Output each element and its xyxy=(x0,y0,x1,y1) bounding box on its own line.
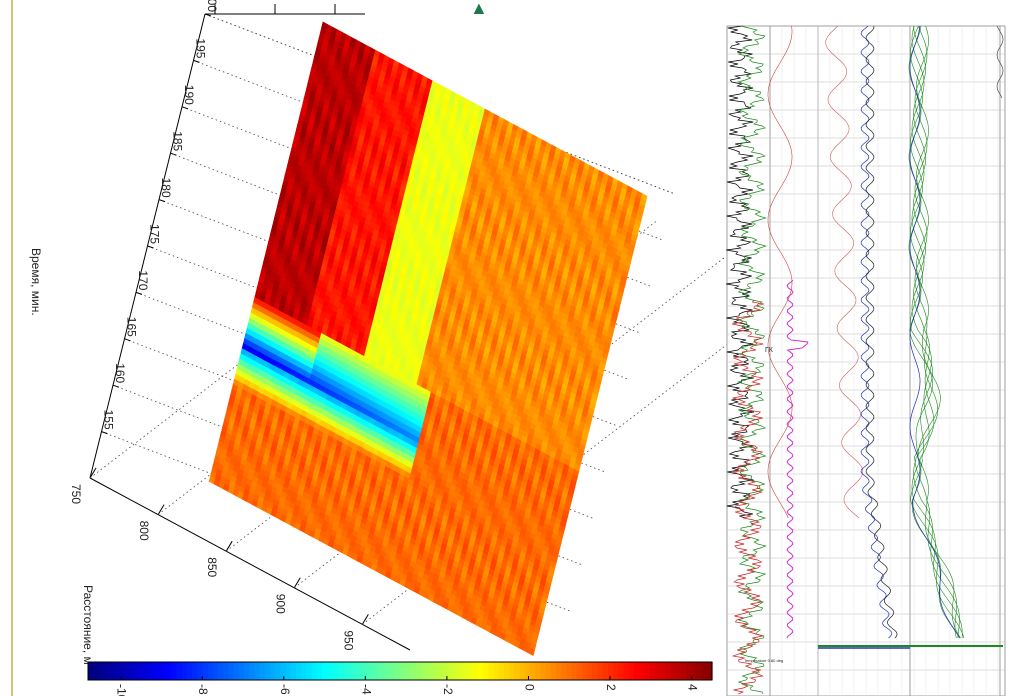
y-axis-title: Время, мин. xyxy=(29,248,43,316)
y-tick-label: 185 xyxy=(171,131,185,151)
y-tick-label: 170 xyxy=(136,270,150,290)
colorbar xyxy=(87,661,713,681)
y-tick-label: 160 xyxy=(113,363,127,383)
well-log-panel xyxy=(726,25,1006,696)
y-tick-label: 175 xyxy=(148,224,162,244)
x-axis-title: Расстояние, м xyxy=(81,585,95,665)
colorbar-tick-label: -6 xyxy=(278,684,292,695)
y-tick-label: 200 xyxy=(205,0,219,12)
colorbar-tick-label: -8 xyxy=(196,684,210,695)
y-tick-label: 195 xyxy=(194,38,208,58)
slide-frame: ▲ xyxy=(11,0,695,696)
colorbar-tick-label: -2 xyxy=(441,684,455,695)
well-log-marker: ГК xyxy=(765,347,774,354)
x-tick-label: 950 xyxy=(341,630,355,650)
colorbar-tick-label: -10 xyxy=(115,684,129,696)
colorbar-tick-label: 4 xyxy=(686,684,700,691)
well-log-footer: Temperature 0.80 deg xyxy=(744,658,783,663)
y-tick-label: 190 xyxy=(182,85,196,105)
x-tick-label: 850 xyxy=(205,557,219,577)
y-tick-label: 165 xyxy=(125,317,139,337)
colorbar-ticks: -10 -8 -6 -4 -2 0 2 4 xyxy=(115,684,700,696)
y-axis-ticks: 155 160 165 170 175 180 185 190 195 200 xyxy=(102,0,220,430)
header-logo: ▲ xyxy=(470,0,488,18)
y-tick-label: 155 xyxy=(102,410,116,430)
x-axis-ticks: 750 800 850 900 950 xyxy=(69,484,355,651)
colorbar-tick-label: 0 xyxy=(522,684,536,691)
y-tick-label: 180 xyxy=(159,178,173,198)
x-tick-label: 900 xyxy=(273,594,287,614)
x-tick-label: 750 xyxy=(69,484,83,504)
colorbar-tick-label: 2 xyxy=(604,684,618,691)
surface-plot xyxy=(208,21,648,657)
x-tick-label: 800 xyxy=(137,521,151,541)
colorbar-tick-label: -4 xyxy=(359,684,373,695)
